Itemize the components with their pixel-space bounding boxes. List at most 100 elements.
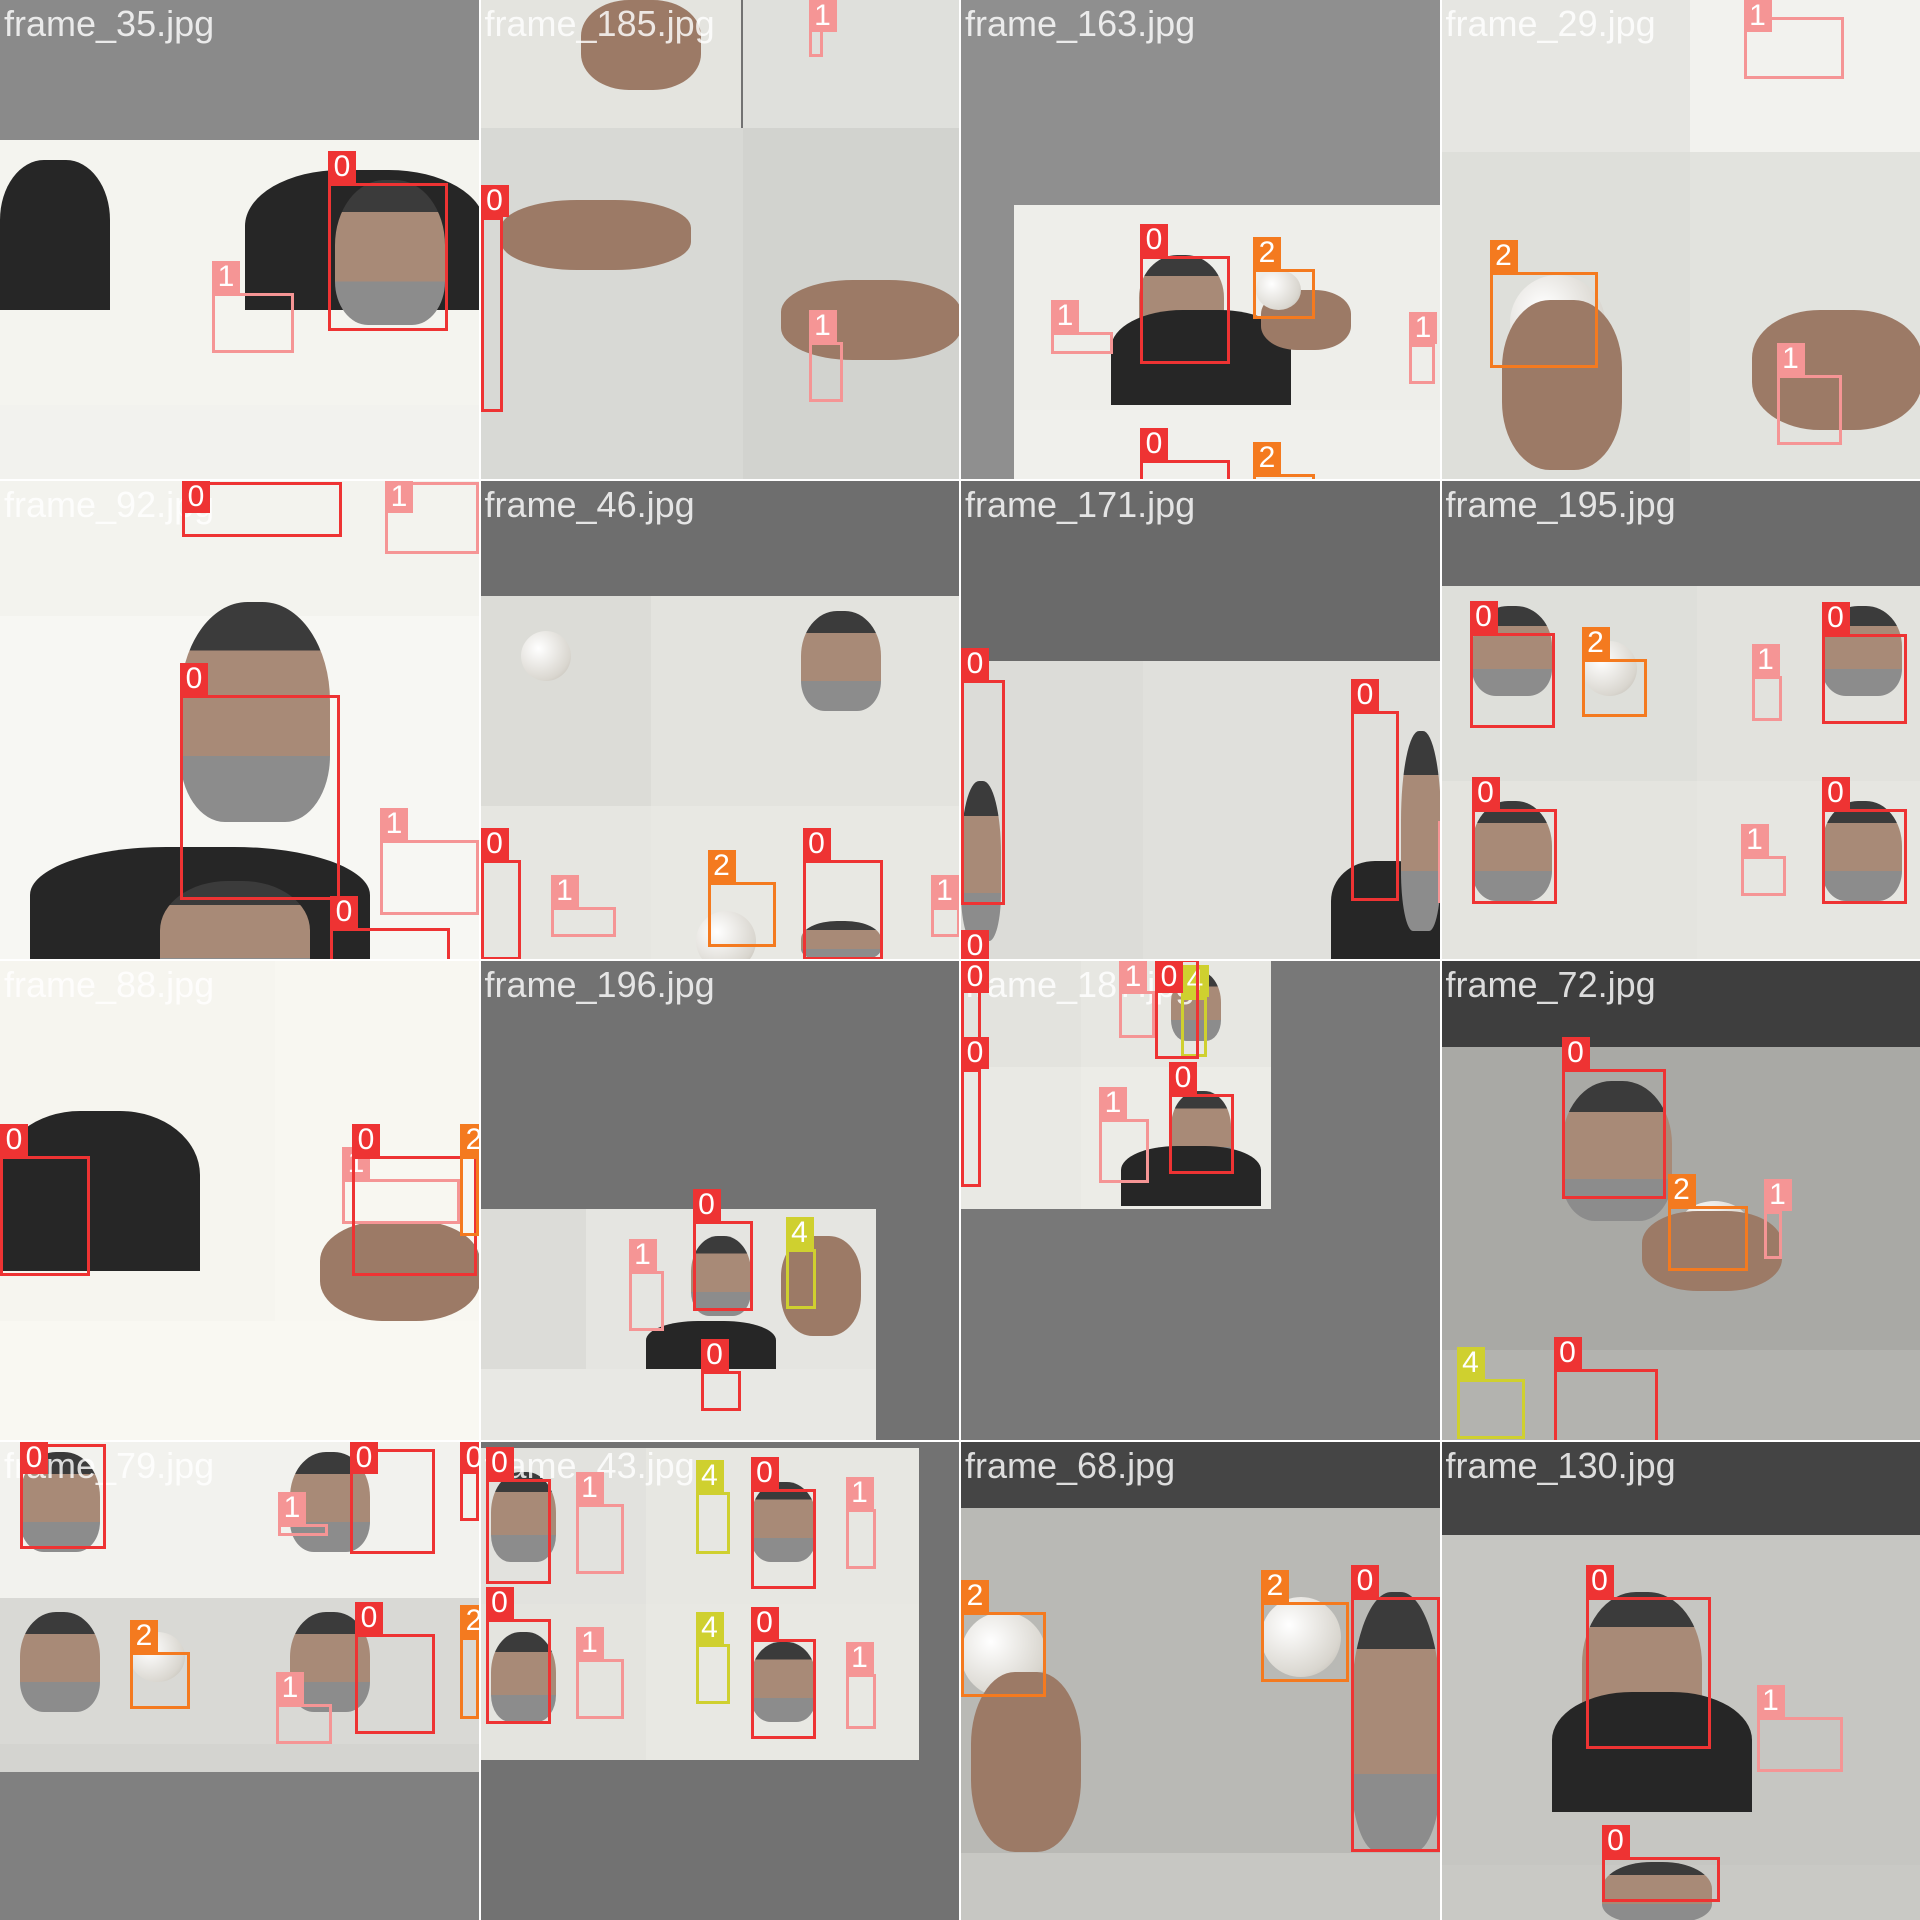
bounding-box-label: 0 <box>700 1339 729 1371</box>
bounding-box-label: 4 <box>695 1611 724 1644</box>
bounding-box-class-2 <box>1667 1206 1748 1271</box>
bounding-box-class-0 <box>1351 710 1399 901</box>
hand-figure <box>580 0 701 90</box>
person-figure <box>1471 800 1552 901</box>
bounding-box-label: 0 <box>180 662 208 695</box>
image-panel <box>480 1441 959 1448</box>
image-panel <box>1441 1350 1920 1440</box>
bounding-box-label: 1 <box>1740 823 1769 856</box>
mosaic-tile: frame_185.jpg 1 0 1 <box>480 0 959 479</box>
image-panel <box>480 128 743 479</box>
bounding-box-class-4 <box>695 1643 730 1704</box>
bounding-box-class-0 <box>328 183 448 331</box>
bounding-box-class-0 <box>1821 633 1907 724</box>
bounding-box-label: 0 <box>1169 1062 1197 1094</box>
bounding-box-class-2 <box>1489 272 1598 368</box>
bounding-box-label: 1 <box>575 1471 604 1504</box>
bounding-box-class-1 <box>575 1503 624 1574</box>
image-panel <box>650 595 959 806</box>
bounding-box-label: 2 <box>1667 1174 1696 1206</box>
chair-figure <box>1551 1691 1752 1812</box>
image-panel <box>0 0 479 140</box>
bounding-box-label: 1 <box>930 874 959 907</box>
image-panel <box>742 0 959 128</box>
tile-caption: frame_88.jpg <box>4 964 215 1005</box>
person-figure <box>1601 1861 1712 1920</box>
bounding-box-label: 1 <box>1763 1179 1792 1211</box>
bounding-box-label: 1 <box>1051 300 1079 332</box>
tile-caption: frame_195.jpg <box>1445 483 1676 525</box>
bounding-box-class-2 <box>1261 1601 1349 1682</box>
cricket-ball-figure <box>1261 1596 1341 1677</box>
tile-caption: frame_35.jpg <box>4 3 215 44</box>
mosaic-tile: frame_171.jpg 0 0 1 0 <box>961 480 1440 959</box>
image-panel <box>480 961 959 1209</box>
bounding-box-class-0 <box>750 1638 816 1739</box>
image-panel <box>0 1321 479 1440</box>
bounding-box-label: 0 <box>961 961 989 993</box>
bounding-box-class-1 <box>1751 675 1782 721</box>
image-panel <box>480 1209 586 1369</box>
bounding-box-label: 2 <box>1489 240 1518 272</box>
bounding-box-class-0 <box>1471 808 1557 904</box>
bounding-box-class-0 <box>1140 460 1230 479</box>
bounding-box-label: 1 <box>845 1641 874 1674</box>
bounding-box-label: 1 <box>276 1671 304 1704</box>
person-figure <box>490 1631 556 1722</box>
bounding-box-label: 1 <box>212 261 240 293</box>
bounding-box-class-0 <box>352 1156 477 1276</box>
cricket-ball-figure <box>520 630 571 681</box>
bounding-box-label: 4 <box>1456 1347 1485 1379</box>
bounding-box-label: 0 <box>485 1446 514 1479</box>
bounding-box-label: 0 <box>692 1189 721 1221</box>
bounding-box-label: 1 <box>1751 643 1780 676</box>
image-panel <box>480 1369 586 1440</box>
bounding-box-label: 0 <box>961 647 989 680</box>
bounding-box-label: 2 <box>460 1124 479 1156</box>
bounding-box-label: 0 <box>1155 961 1183 993</box>
bounding-box-label: 0 <box>0 1124 28 1156</box>
bounding-box-class-0 <box>355 1633 435 1734</box>
person-figure <box>1821 800 1902 901</box>
bounding-box-label: 1 <box>1743 0 1772 32</box>
bounding-box-label: 0 <box>355 1601 383 1634</box>
bounding-box-class-2 <box>1253 269 1315 319</box>
bounding-box-label: 0 <box>1585 1564 1614 1597</box>
bounding-box-class-0 <box>0 1156 90 1276</box>
bounding-box-class-2 <box>130 1651 190 1709</box>
bounding-box-class-1 <box>1756 1716 1843 1772</box>
image-panel <box>585 1369 876 1440</box>
mosaic-tile: frame_29.jpg 1 2 1 <box>1441 0 1920 479</box>
tile-caption: frame_171.jpg <box>965 483 1196 525</box>
bounding-box-class-1 <box>808 342 843 402</box>
bounding-box-class-1 <box>1740 855 1786 896</box>
mosaic-tile: frame_79.jpg 0 1 0 0 2 0 1 2 <box>0 1441 479 1920</box>
bounding-box-label: 1 <box>1756 1684 1785 1717</box>
bounding-box-class-2 <box>460 1636 479 1719</box>
bounding-box-class-1 <box>1051 332 1113 354</box>
bounding-box-label: 1 <box>628 1239 657 1271</box>
bounding-box-label: 2 <box>707 849 736 882</box>
image-panel <box>1441 0 1690 152</box>
person-figure <box>800 920 881 959</box>
bounding-box-class-0 <box>802 859 883 959</box>
image-panel <box>0 1771 479 1920</box>
bounding-box-label: 1 <box>1438 820 1440 853</box>
image-panel <box>961 1067 1081 1209</box>
bounding-box-class-2 <box>707 881 776 947</box>
person-figure <box>750 1481 816 1562</box>
hand-figure <box>320 1221 479 1321</box>
tile-caption: frame_163.jpg <box>965 3 1196 44</box>
bounding-box-class-1 <box>930 906 959 937</box>
bounding-box-class-1 <box>845 1673 876 1729</box>
mosaic-tile: frame_46.jpg 0 2 0 1 1 <box>480 480 959 959</box>
bounding-box-label: 2 <box>961 1579 989 1612</box>
bounding-box-label: 1 <box>845 1476 874 1509</box>
bounding-box-class-0 <box>485 1618 551 1724</box>
bounding-box-class-0 <box>692 1221 753 1311</box>
bounding-box-label: 0 <box>802 827 831 860</box>
hand-figure <box>780 280 959 360</box>
bounding-box-class-0 <box>700 1371 741 1411</box>
chair-figure <box>0 160 110 310</box>
bounding-box-class-0 <box>330 927 450 959</box>
